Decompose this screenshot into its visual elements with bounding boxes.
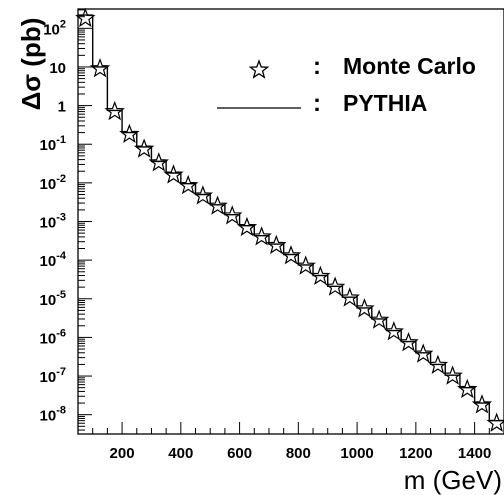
monte-carlo-point bbox=[148, 152, 169, 172]
monte-carlo-point bbox=[133, 138, 155, 158]
x-axis-label: m (GeV) bbox=[404, 465, 502, 495]
monte-carlo-point bbox=[119, 123, 140, 144]
monte-carlo-point bbox=[310, 265, 331, 286]
y-tick-label: 102 bbox=[43, 18, 66, 38]
legend-separator: : bbox=[313, 90, 321, 117]
monte-carlo-point bbox=[89, 58, 111, 78]
pythia-histogram-line bbox=[78, 14, 504, 422]
y-tick-label: 10-5 bbox=[40, 289, 66, 309]
monte-carlo-point bbox=[222, 205, 243, 225]
pythia-series bbox=[78, 14, 504, 422]
monte-carlo-series bbox=[75, 7, 504, 432]
monte-carlo-point bbox=[324, 276, 346, 296]
monte-carlo-point bbox=[251, 226, 272, 246]
legend: : Monte Carlo : PYTHIA bbox=[217, 53, 476, 117]
monte-carlo-point bbox=[368, 309, 390, 329]
monte-carlo-point bbox=[354, 298, 375, 318]
x-tick-label: 1000 bbox=[340, 445, 373, 462]
x-tick-labels: 200 400 600 800 1000 1200 1400 bbox=[110, 445, 492, 462]
y-tick-label: 10-8 bbox=[40, 405, 66, 425]
monte-carlo-point bbox=[383, 321, 405, 341]
monte-carlo-point bbox=[471, 394, 493, 414]
monte-carlo-point bbox=[398, 331, 419, 352]
x-tick-label: 600 bbox=[227, 445, 252, 462]
monte-carlo-point bbox=[442, 365, 463, 385]
x-tick-label: 1400 bbox=[458, 445, 491, 462]
monte-carlo-point bbox=[427, 354, 449, 374]
monte-carlo-point bbox=[266, 234, 287, 255]
monte-carlo-point bbox=[280, 245, 302, 265]
y-tick-label: 10-4 bbox=[40, 250, 67, 270]
legend-separator: : bbox=[313, 53, 321, 80]
y-tick-label: 10-1 bbox=[40, 134, 66, 154]
monte-carlo-point bbox=[236, 216, 258, 237]
y-axis-label: Δσ (pb) bbox=[16, 18, 46, 111]
legend-item-pythia: : PYTHIA bbox=[217, 90, 427, 117]
monte-carlo-point bbox=[457, 378, 478, 399]
x-tick-label: 400 bbox=[168, 445, 193, 462]
legend-label-monte-carlo: Monte Carlo bbox=[343, 53, 476, 79]
y-tick-label: 10-7 bbox=[40, 366, 66, 386]
monte-carlo-point bbox=[104, 100, 125, 121]
monte-carlo-point bbox=[177, 174, 199, 195]
x-tick-label: 200 bbox=[110, 445, 135, 462]
monte-carlo-point bbox=[207, 195, 228, 215]
y-tick-label: 10 bbox=[49, 60, 66, 77]
monte-carlo-point bbox=[413, 343, 434, 363]
monte-carlo-point bbox=[192, 185, 214, 205]
legend-label-pythia: PYTHIA bbox=[343, 90, 427, 116]
y-tick-label: 1 bbox=[58, 99, 66, 116]
monte-carlo-point bbox=[295, 255, 316, 275]
monte-carlo-point bbox=[339, 287, 360, 307]
y-tick-label: 10-3 bbox=[40, 212, 66, 232]
x-tick-label: 1200 bbox=[399, 445, 432, 462]
monte-carlo-point bbox=[75, 7, 96, 28]
legend-item-monte-carlo: : Monte Carlo bbox=[248, 53, 476, 80]
legend-star-icon bbox=[248, 59, 270, 79]
monte-carlo-point bbox=[486, 412, 504, 432]
y-tick-label: 10-2 bbox=[40, 173, 66, 193]
monte-carlo-point bbox=[163, 164, 184, 184]
axis-ticks bbox=[78, 9, 490, 434]
x-tick-label: 800 bbox=[286, 445, 311, 462]
y-tick-label: 10-6 bbox=[40, 327, 66, 347]
